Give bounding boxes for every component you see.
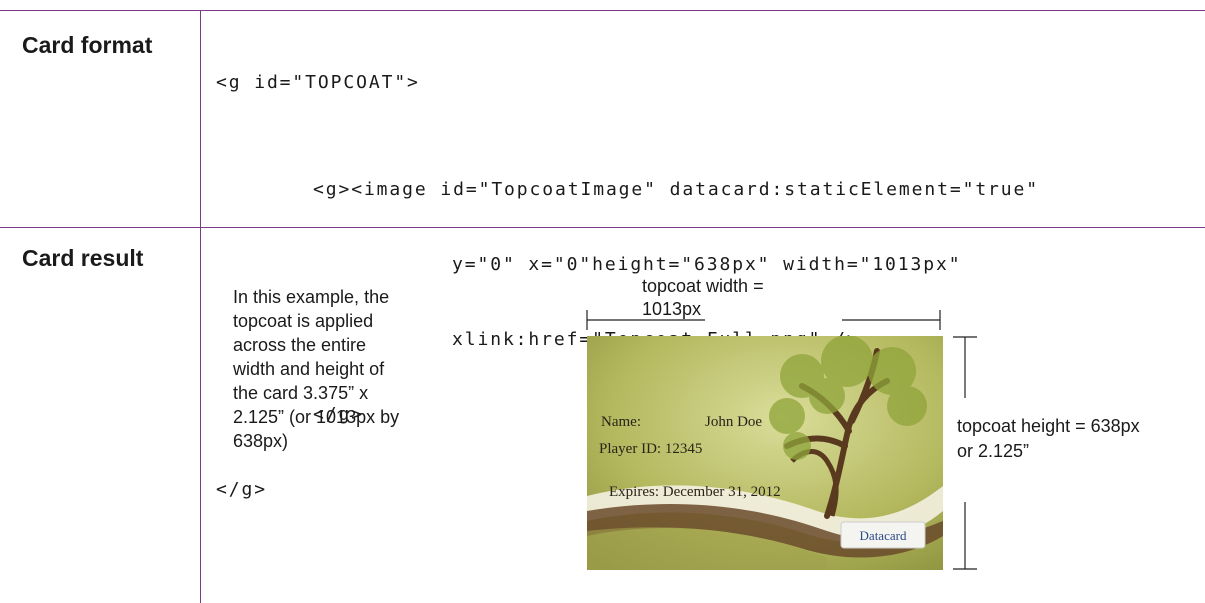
card-text: John Doe xyxy=(705,414,762,430)
card-text: Name: xyxy=(601,414,641,430)
card-text: Player ID: 12345 xyxy=(599,441,702,457)
row-divider xyxy=(0,227,1205,228)
row-label: Card format xyxy=(22,32,153,58)
code-line: y="0" x="0"height="638px" width="1013px" xyxy=(452,254,962,275)
code-line: </g> xyxy=(313,404,364,425)
code-line: <g id="TOPCOAT"> xyxy=(216,72,420,93)
row-divider xyxy=(0,10,1205,11)
column-divider xyxy=(200,10,201,603)
card-logo: Datacard xyxy=(860,528,907,543)
description: In this example, the topcoat is applied … xyxy=(233,287,400,451)
width-label: topcoat width = 1013px xyxy=(642,276,764,319)
card-image: Name: John Doe Player ID: 12345 Expires:… xyxy=(587,336,943,570)
code-line: </g> xyxy=(216,479,267,500)
card-text: Expires: December 31, 2012 xyxy=(609,484,781,500)
code-line: <g><image id="TopcoatImage" datacard:sta… xyxy=(313,179,1040,200)
height-label: topcoat height = 638px or 2.125” xyxy=(957,416,1140,461)
row-label: Card result xyxy=(22,245,144,271)
